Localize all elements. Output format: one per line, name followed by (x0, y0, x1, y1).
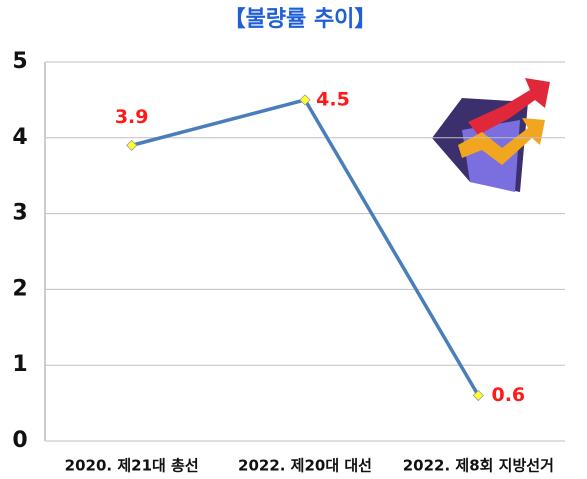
chart-title: 【불량률 추이】 (224, 7, 377, 32)
decorative-icon (432, 78, 550, 192)
y-tick-label: 0 (12, 428, 27, 453)
y-tick-label: 4 (12, 125, 27, 150)
y-tick-label: 3 (12, 201, 27, 226)
y-tick-label: 1 (12, 352, 27, 377)
line (132, 100, 479, 396)
y-tick-label: 2 (12, 276, 27, 301)
data-label: 4.5 (316, 88, 350, 110)
marker (127, 140, 137, 150)
x-tick-label: 2020. 제21대 총선 (65, 457, 199, 475)
x-tick-label: 2022. 제20대 대선 (238, 457, 372, 475)
data-label: 3.9 (115, 106, 149, 128)
chart: 【불량률 추이】 0 1 2 3 4 5 2020. 제21대 총선 2022. 제20대 대… (0, 0, 587, 479)
x-tick-label: 2022. 제8회 지방선거 (403, 457, 554, 475)
data-label: 0.6 (491, 384, 525, 406)
y-tick-label: 5 (12, 49, 27, 74)
